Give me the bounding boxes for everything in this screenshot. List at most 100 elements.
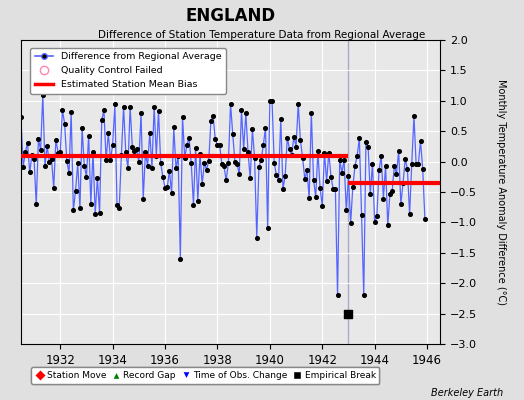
Point [242, 110, 250, 116]
Point [54, 149, 62, 156]
Point [342, 207, 351, 214]
Point [45, 159, 53, 165]
Point [26, 169, 34, 176]
Point [157, 160, 165, 166]
Point [39, 92, 47, 98]
Point [357, 212, 366, 218]
Point [128, 144, 136, 150]
Point [322, 178, 331, 184]
Point [259, 142, 267, 148]
Point [67, 109, 75, 116]
Point [75, 205, 84, 211]
Point [318, 203, 326, 209]
Point [176, 256, 184, 262]
Point [250, 154, 259, 161]
Point [388, 188, 396, 195]
Point [82, 174, 91, 180]
Point [379, 196, 388, 202]
Point [137, 110, 145, 116]
Point [108, 142, 117, 148]
Point [56, 149, 64, 155]
Point [226, 100, 235, 107]
Point [275, 176, 283, 183]
Point [244, 149, 252, 155]
Point [233, 161, 242, 167]
Point [414, 161, 422, 168]
Point [106, 157, 115, 163]
Point [292, 144, 300, 150]
Point [421, 216, 429, 222]
Point [261, 124, 270, 131]
Point [119, 104, 128, 110]
Point [178, 114, 187, 120]
Point [89, 148, 97, 155]
Point [161, 184, 169, 191]
Point [359, 292, 368, 298]
Point [122, 149, 130, 155]
Point [52, 137, 60, 143]
Point [180, 154, 189, 161]
Point [346, 220, 355, 227]
Point [397, 201, 405, 207]
Point [401, 156, 409, 162]
Point [237, 107, 246, 113]
Point [150, 104, 158, 110]
Point [272, 172, 280, 178]
Point [189, 202, 198, 208]
Point [37, 147, 45, 153]
Point [270, 160, 278, 166]
Point [65, 170, 73, 176]
Point [337, 169, 346, 176]
Point [69, 207, 78, 214]
Point [200, 160, 209, 166]
Point [370, 219, 379, 226]
Point [80, 162, 89, 169]
Point [412, 161, 420, 168]
Point [198, 181, 206, 187]
Point [320, 149, 329, 156]
Point [196, 150, 204, 157]
Point [355, 135, 364, 141]
Point [222, 177, 231, 184]
Point [170, 124, 178, 131]
Point [206, 118, 215, 124]
Point [139, 196, 147, 202]
Point [60, 120, 69, 127]
Point [296, 137, 304, 144]
Point [220, 163, 228, 170]
Point [281, 173, 289, 179]
Point [113, 202, 121, 208]
Point [348, 184, 357, 190]
Point [49, 185, 58, 191]
Point [111, 101, 119, 107]
Point [24, 139, 32, 146]
Point [71, 188, 80, 194]
Point [403, 166, 411, 172]
Point [152, 152, 160, 159]
Point [183, 142, 191, 148]
Point [191, 145, 200, 151]
Point [126, 104, 134, 110]
Text: Berkeley Earth: Berkeley Earth [431, 388, 503, 398]
Point [288, 152, 296, 158]
Point [303, 167, 311, 174]
Point [417, 138, 425, 144]
Point [73, 160, 82, 166]
Point [78, 124, 86, 131]
Point [344, 310, 353, 317]
Point [213, 142, 222, 148]
Point [246, 175, 254, 182]
Point [43, 143, 51, 150]
Point [406, 211, 414, 218]
Title: ENGLAND: ENGLAND [185, 6, 276, 24]
Point [299, 154, 307, 161]
Point [30, 155, 38, 162]
Point [104, 130, 113, 136]
Point [172, 165, 180, 172]
Point [102, 157, 111, 164]
Point [133, 146, 141, 152]
Point [93, 174, 102, 181]
Point [34, 136, 42, 142]
Y-axis label: Monthly Temperature Anomaly Difference (°C): Monthly Temperature Anomaly Difference (… [496, 79, 507, 305]
Point [117, 151, 126, 158]
